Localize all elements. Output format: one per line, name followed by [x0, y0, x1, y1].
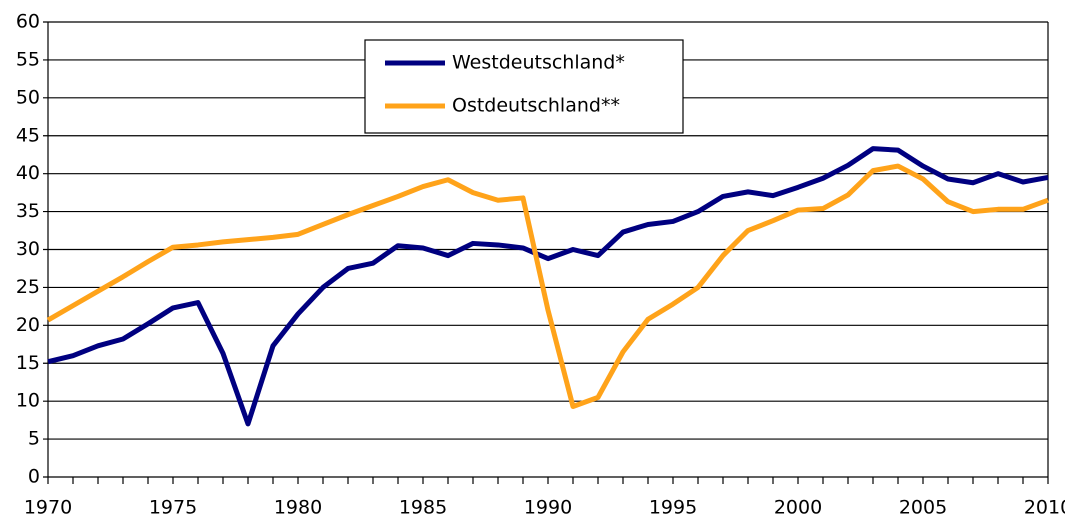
y-tick-label: 40: [16, 162, 40, 184]
y-tick-label: 10: [16, 390, 40, 412]
x-tick-label: 1985: [399, 497, 447, 519]
x-tick-label: 1975: [149, 497, 197, 519]
x-tick-label: 2000: [774, 497, 822, 519]
x-tick-label: 1995: [649, 497, 697, 519]
y-tick-label: 50: [16, 86, 40, 108]
y-tick-label: 0: [28, 466, 40, 488]
x-tick-label: 2005: [899, 497, 947, 519]
y-tick-label: 45: [16, 124, 40, 146]
x-tick-label: 2010: [1024, 497, 1065, 519]
x-tick-label: 1980: [274, 497, 322, 519]
x-tick-label: 1990: [524, 497, 572, 519]
y-tick-label: 25: [16, 276, 40, 298]
series-line: [47, 146, 1049, 427]
y-tick-label: 55: [16, 48, 40, 70]
y-tick-label: 5: [28, 428, 40, 450]
x-tick-label: 1970: [24, 497, 72, 519]
y-tick-label: 15: [16, 352, 40, 374]
y-tick-label: 30: [16, 238, 40, 260]
y-tick-label: 35: [16, 200, 40, 222]
legend-box: [364, 39, 684, 134]
y-tick-label: 20: [16, 314, 40, 336]
series-line: [46, 163, 1049, 409]
legend-label: Ostdeutschland**: [452, 95, 620, 117]
legend-label: Westdeutschland*: [452, 52, 625, 74]
y-tick-label: 60: [16, 11, 40, 33]
